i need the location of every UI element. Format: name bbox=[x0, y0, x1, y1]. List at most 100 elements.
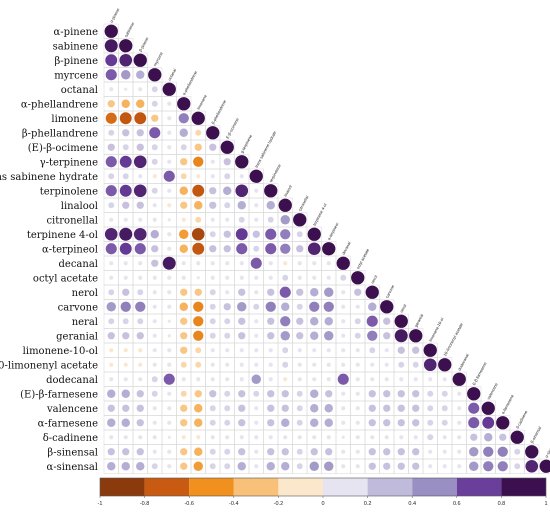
correlation-dot bbox=[105, 69, 117, 81]
correlation-dot bbox=[167, 406, 172, 411]
correlation-dot bbox=[223, 245, 231, 253]
correlation-dot bbox=[223, 186, 232, 195]
colorbar-tick-label: -1 bbox=[98, 501, 103, 507]
row-label: terpinolene bbox=[40, 186, 98, 197]
column-label: decanal bbox=[341, 241, 352, 256]
correlation-dot bbox=[167, 145, 172, 150]
correlation-dot bbox=[383, 390, 391, 398]
correlation-dot bbox=[193, 316, 204, 327]
correlation-dot bbox=[209, 245, 217, 253]
correlation-dot bbox=[370, 377, 375, 382]
correlation-dot bbox=[194, 201, 203, 210]
correlation-dot bbox=[122, 404, 130, 412]
correlation-dot bbox=[235, 184, 249, 198]
correlation-dot bbox=[336, 256, 350, 270]
correlation-dot bbox=[365, 285, 379, 299]
correlation-dot bbox=[133, 155, 147, 169]
correlation-dot bbox=[210, 261, 215, 266]
correlation-dot bbox=[224, 463, 231, 470]
correlation-dot bbox=[254, 275, 259, 280]
correlation-dot bbox=[109, 217, 114, 222]
correlation-dot bbox=[148, 68, 162, 82]
correlation-dot bbox=[368, 419, 376, 427]
row-label: carvone bbox=[58, 302, 98, 313]
correlation-dot bbox=[296, 419, 303, 426]
correlation-dot bbox=[193, 461, 203, 471]
correlation-dot bbox=[442, 449, 447, 454]
row-label: γ-terpinene bbox=[40, 157, 98, 168]
correlation-dot bbox=[253, 245, 260, 252]
correlation-dot bbox=[539, 459, 550, 473]
correlation-dot bbox=[224, 202, 231, 209]
correlation-dot bbox=[441, 390, 448, 397]
column-label: geranial bbox=[413, 313, 424, 328]
correlation-dot bbox=[180, 390, 187, 397]
correlation-dot bbox=[151, 376, 158, 383]
correlation-dot bbox=[167, 334, 171, 338]
correlation-dot bbox=[341, 362, 346, 367]
correlation-dot bbox=[309, 461, 319, 471]
correlation-dot bbox=[268, 261, 273, 266]
correlation-dot bbox=[210, 348, 215, 353]
correlation-dot bbox=[296, 245, 304, 253]
correlation-dot bbox=[105, 54, 118, 67]
correlation-dot bbox=[514, 448, 521, 455]
correlation-dot bbox=[481, 401, 495, 415]
correlation-dot bbox=[109, 435, 114, 440]
correlation-dot bbox=[209, 405, 216, 412]
correlation-dot bbox=[134, 243, 146, 255]
correlation-dot bbox=[224, 419, 231, 426]
correlation-dot bbox=[281, 404, 289, 412]
correlation-dot bbox=[254, 348, 259, 353]
correlation-dot bbox=[210, 174, 215, 179]
correlation-dot bbox=[468, 402, 480, 414]
colorbar-tick-label: 0.2 bbox=[364, 501, 372, 507]
correlation-dot bbox=[312, 261, 317, 266]
correlation-dot bbox=[124, 87, 128, 91]
correlation-dot bbox=[452, 372, 466, 386]
correlation-dot bbox=[196, 377, 201, 382]
correlation-dot bbox=[326, 275, 331, 280]
correlation-dot bbox=[119, 155, 132, 168]
correlation-dot bbox=[470, 433, 478, 441]
correlation-dot bbox=[181, 261, 186, 266]
correlation-dot bbox=[341, 290, 346, 295]
correlation-dot bbox=[191, 227, 205, 241]
correlation-dot bbox=[163, 170, 175, 182]
correlation-dot bbox=[136, 143, 144, 151]
correlation-dot bbox=[181, 377, 186, 382]
column-label: E-β-ocimene bbox=[225, 116, 240, 139]
correlation-dot bbox=[237, 201, 246, 210]
correlation-dot bbox=[136, 332, 144, 340]
correlation-dot bbox=[413, 377, 418, 382]
correlation-dot bbox=[179, 128, 188, 137]
correlation-dot bbox=[167, 275, 172, 280]
correlation-dot bbox=[152, 435, 157, 440]
correlation-dot bbox=[468, 417, 480, 429]
correlation-dot bbox=[167, 246, 172, 251]
correlation-dot bbox=[162, 256, 176, 270]
correlation-dot bbox=[341, 435, 345, 439]
column-label: α-pinene bbox=[109, 7, 121, 24]
correlation-dot bbox=[266, 201, 275, 210]
correlation-dot bbox=[209, 201, 217, 209]
correlation-dot bbox=[412, 419, 420, 427]
correlation-dot bbox=[254, 333, 259, 338]
correlation-dot bbox=[409, 329, 423, 343]
correlation-dot bbox=[151, 144, 158, 151]
correlation-dot bbox=[325, 390, 333, 398]
correlation-dot bbox=[323, 301, 334, 312]
correlation-dot bbox=[252, 230, 260, 238]
correlation-dot bbox=[428, 377, 433, 382]
correlation-dot bbox=[133, 184, 147, 198]
correlation-dot bbox=[167, 319, 171, 323]
correlation-dot bbox=[152, 217, 157, 222]
correlation-dot bbox=[152, 348, 157, 353]
correlation-dot bbox=[121, 389, 130, 398]
correlation-dot bbox=[167, 232, 172, 237]
column-label: α-sinensal bbox=[544, 440, 550, 459]
correlation-dot bbox=[457, 391, 462, 396]
correlation-dot bbox=[239, 435, 244, 440]
